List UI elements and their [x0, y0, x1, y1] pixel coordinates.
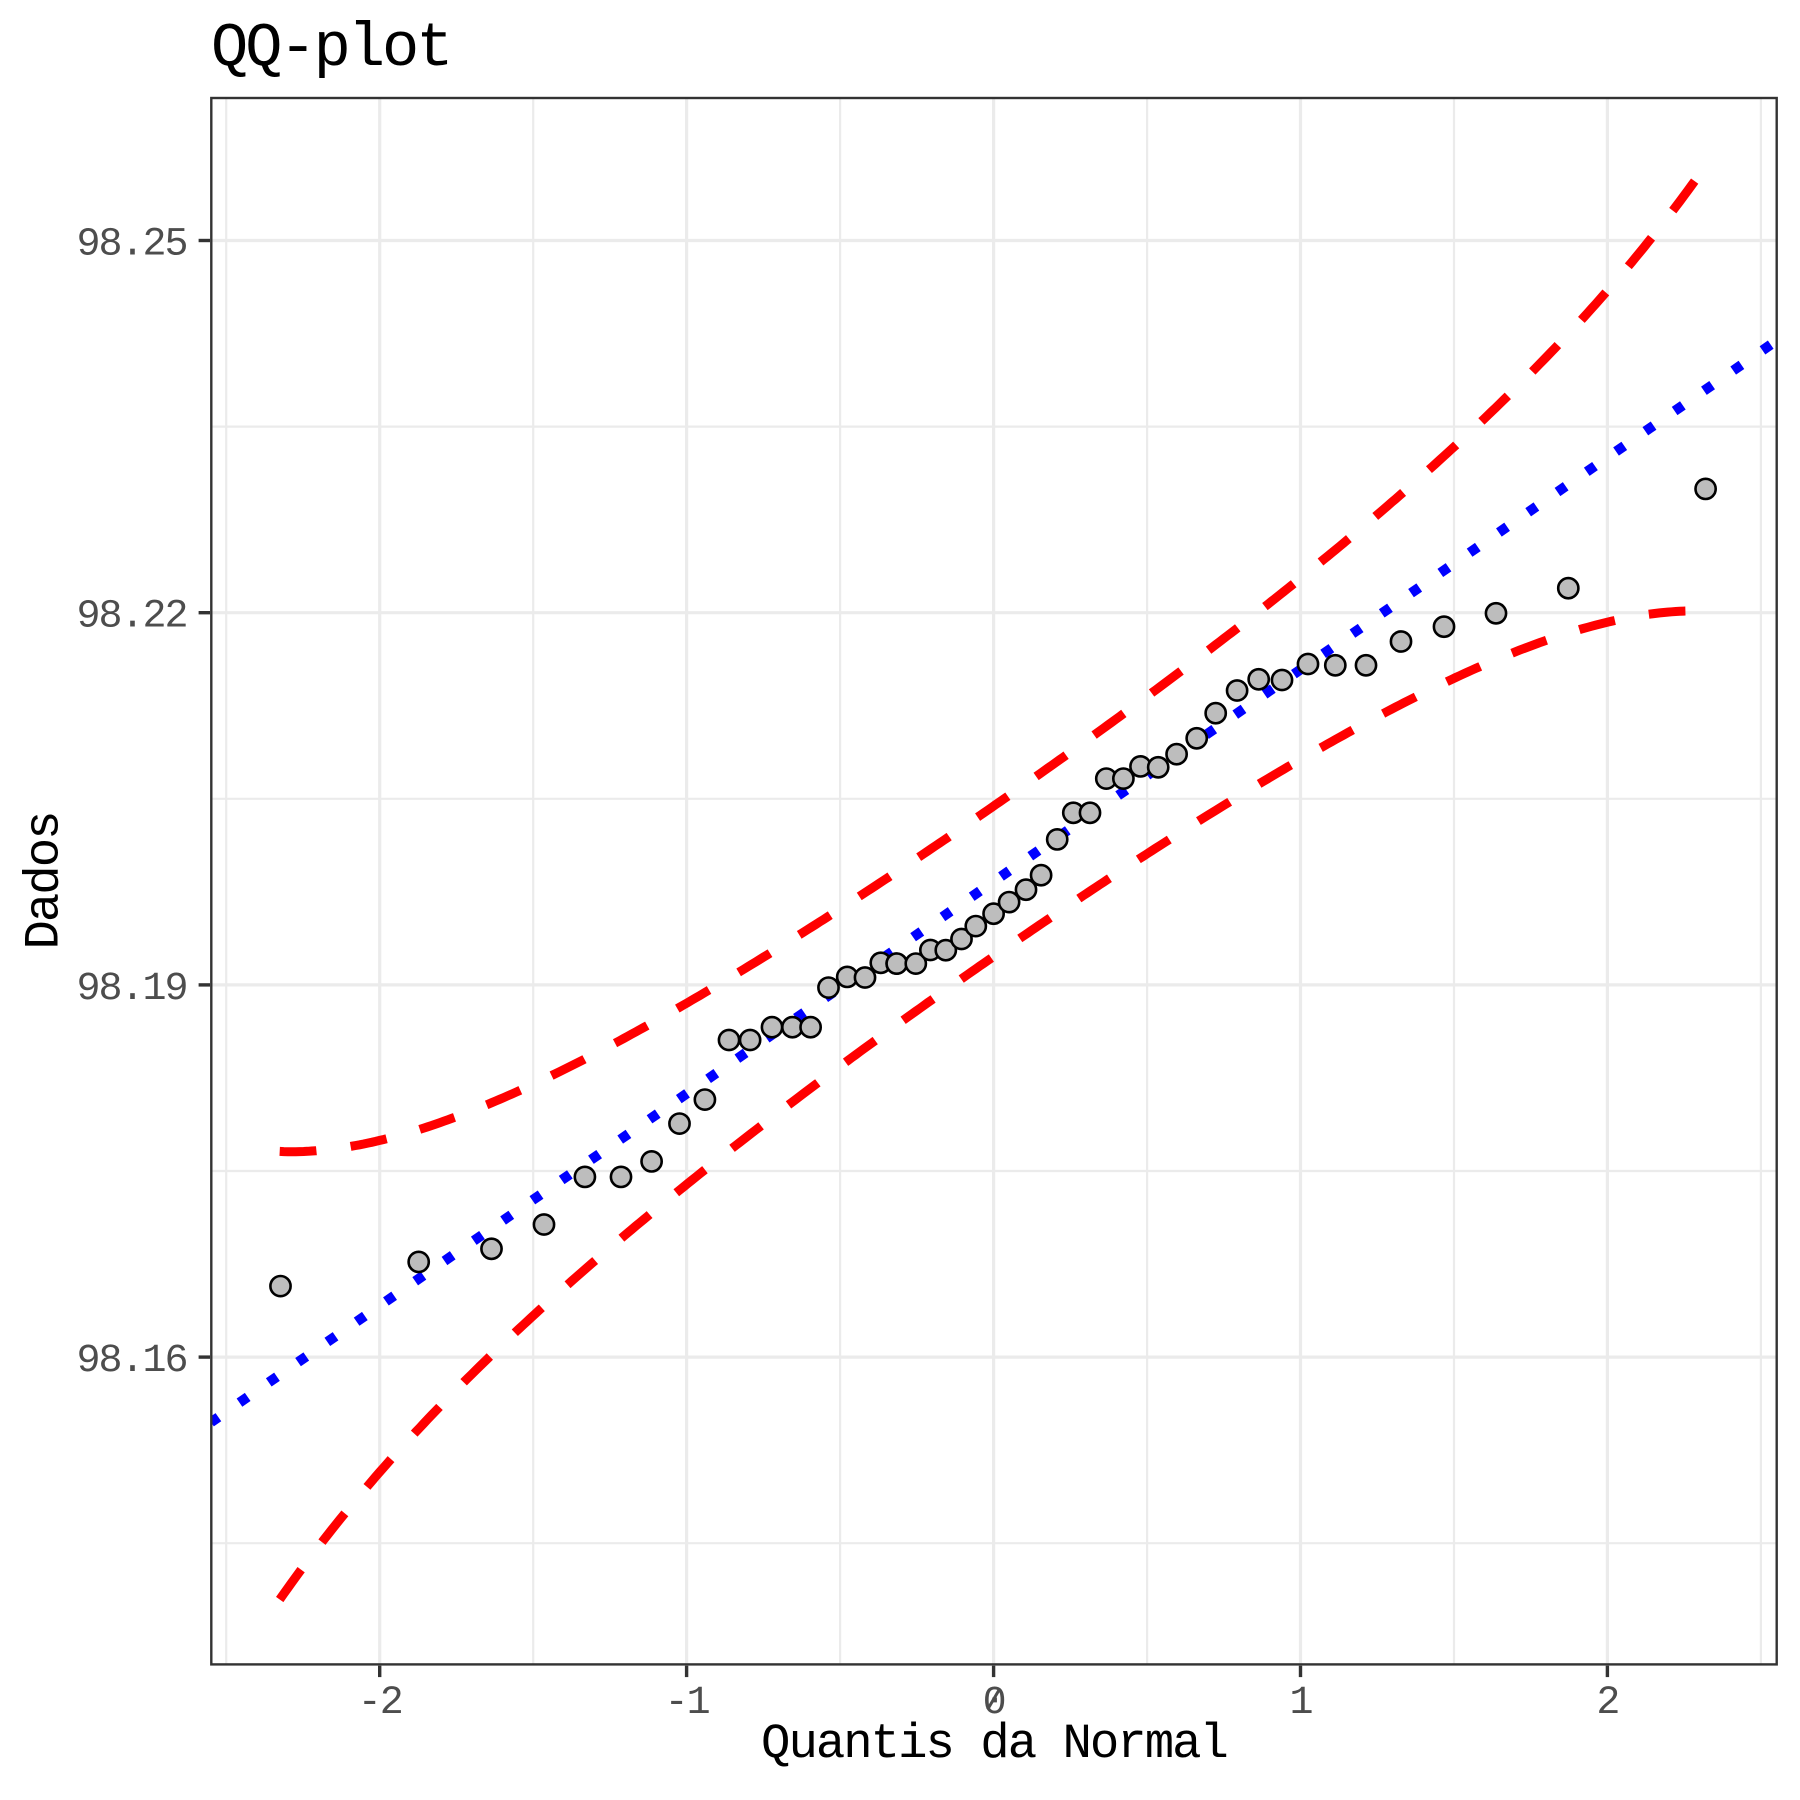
- svg-text:1: 1: [1289, 1681, 1312, 1726]
- svg-text:QQ-plot: QQ-plot: [211, 13, 450, 84]
- svg-text:2: 2: [1596, 1681, 1618, 1726]
- svg-text:98.25: 98.25: [76, 223, 186, 268]
- svg-text:Dados: Dados: [17, 812, 73, 949]
- svg-text:Quantis da Normal: Quantis da Normal: [761, 1716, 1227, 1772]
- svg-text:-1: -1: [665, 1681, 710, 1726]
- svg-text:98.22: 98.22: [76, 595, 186, 640]
- svg-text:98.19: 98.19: [76, 967, 186, 1012]
- svg-text:0: 0: [983, 1681, 1005, 1726]
- svg-text:-2: -2: [358, 1681, 402, 1726]
- svg-text:98.16: 98.16: [76, 1339, 186, 1384]
